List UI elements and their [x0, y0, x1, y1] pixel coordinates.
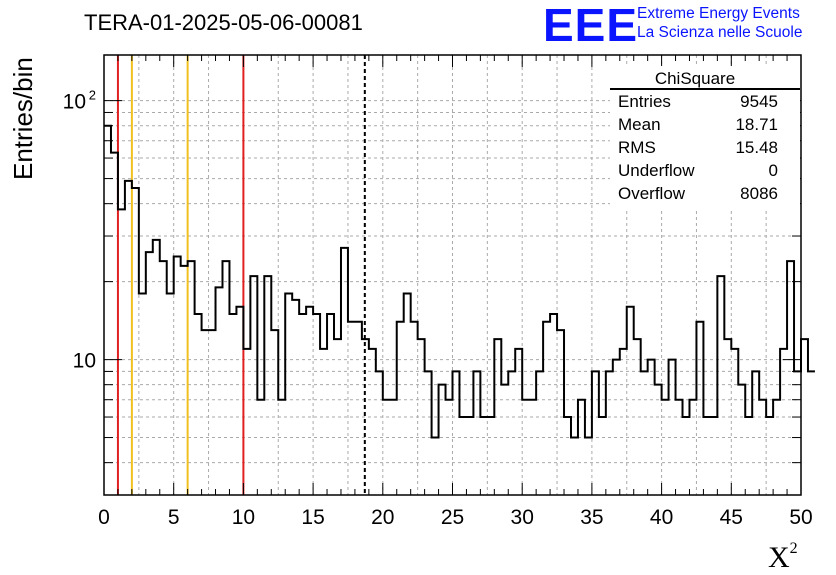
- stats-box: ChiSquare Entries 9545 Mean 18.71 RMS 15.48…: [610, 66, 800, 211]
- x-tick-label: 35: [580, 506, 603, 529]
- x-tick-label: 15: [301, 506, 324, 529]
- stat-row-mean: Mean 18.71: [618, 115, 778, 137]
- stat-row-rms: RMS 15.48: [618, 138, 778, 160]
- stat-label: Entries: [618, 92, 671, 111]
- x-tick-label: 20: [371, 506, 394, 529]
- y-tick-label: 10: [63, 91, 86, 114]
- x-tick-label: 30: [511, 506, 534, 529]
- y-axis-label: Entries/bin: [8, 57, 38, 180]
- stat-row-underflow: Underflow 0: [618, 161, 778, 183]
- x-tick-label: 0: [98, 506, 110, 529]
- y-tick-label: 10: [73, 350, 96, 373]
- stat-row-entries: Entries 9545: [618, 92, 778, 114]
- x-tick-label: 40: [650, 506, 673, 529]
- stat-label: RMS: [618, 138, 656, 157]
- x-axis-label: X2: [768, 540, 798, 575]
- histogram-series-line: [104, 124, 815, 439]
- stat-row-overflow: Overflow 8086: [618, 184, 778, 206]
- x-tick-label: 10: [232, 506, 255, 529]
- y-tick-label-exponent: 2: [89, 88, 96, 103]
- logo-line-1: Extreme Energy Events: [637, 5, 800, 22]
- x-tick-label: 45: [720, 506, 743, 529]
- stat-value: 15.48: [735, 138, 778, 157]
- stats-divider: [610, 88, 800, 90]
- x-axis-label-text: X: [768, 541, 790, 574]
- x-tick-label: 5: [168, 506, 180, 529]
- x-tick-label: 25: [441, 506, 464, 529]
- x-tick-label: 50: [789, 506, 812, 529]
- chart-title: TERA-01-2025-05-06-00081: [84, 10, 363, 35]
- stat-value: 8086: [740, 184, 778, 203]
- eee-logo: EEE: [543, 0, 639, 51]
- stat-label: Mean: [618, 115, 661, 134]
- stats-title: ChiSquare: [654, 69, 736, 88]
- stat-value: 9545: [740, 92, 778, 111]
- x-axis-label-superscript: 2: [789, 540, 798, 557]
- stat-label: Overflow: [618, 184, 686, 203]
- stat-value: 18.71: [735, 115, 778, 134]
- logo-line-2: La Scienza nelle Scuole: [637, 24, 803, 41]
- stat-label: Underflow: [618, 161, 695, 180]
- stat-value: 0: [768, 161, 778, 180]
